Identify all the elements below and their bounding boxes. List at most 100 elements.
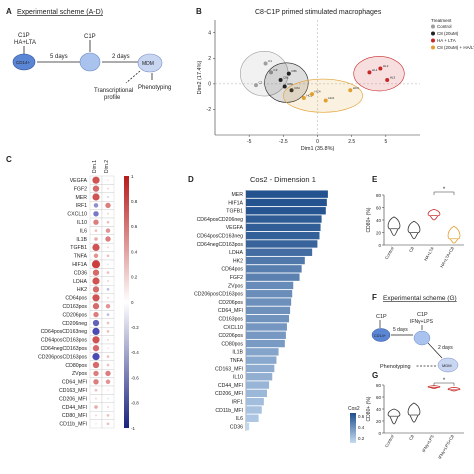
heatmap-circle	[107, 296, 109, 299]
heatmap-row-label: IL10	[77, 220, 87, 226]
violin	[407, 402, 421, 423]
heatmap-circle	[107, 212, 109, 215]
bar	[246, 339, 285, 348]
violin	[387, 408, 401, 425]
heatmap-circle	[107, 280, 109, 282]
heatmap-circle	[93, 370, 99, 377]
panel-a: A Experimental scheme (A-D) C1P HA+LTA C…	[6, 7, 171, 101]
bar	[246, 406, 262, 414]
heatmap-circle	[92, 243, 100, 251]
heatmap-circle	[92, 327, 100, 335]
heatmap-circle	[106, 288, 110, 291]
scheme-a-transcriptional: Transcriptional	[94, 88, 133, 94]
bar	[246, 207, 326, 215]
scheme-f-2days: 2 days	[438, 345, 453, 351]
x-tick-label: 0	[316, 139, 319, 145]
x-tick-label: 5	[384, 139, 387, 145]
bar-label: TGFB1	[226, 209, 243, 215]
bar	[246, 373, 273, 381]
heatmap-circle	[95, 397, 97, 400]
point-label: HL3	[390, 76, 396, 80]
heatmap-row-label: CD206neg	[62, 321, 87, 327]
violin	[427, 385, 441, 390]
cd14-label: CD14+	[16, 60, 31, 65]
heatmap-row-label: HK2	[77, 287, 87, 293]
point-label: HC4	[315, 90, 321, 94]
heatmap-circle	[106, 422, 110, 426]
bar-label: VEGFA	[226, 225, 244, 231]
legend-swatch	[431, 31, 435, 36]
y-axis-label: CD80+ (%)	[366, 207, 372, 232]
scheme-a-profile: profile	[104, 95, 121, 101]
heatmap-circle	[106, 355, 110, 358]
heatmap-circle	[105, 303, 111, 309]
x-category-label: C8	[408, 433, 415, 441]
scheme-a-c1p-2: C1P	[84, 34, 96, 40]
heatmap-row-label: CD64posCD163pos	[41, 338, 88, 344]
bar-label: CD206_MFI	[215, 391, 243, 397]
heatmap-circle	[93, 379, 99, 385]
significance-bracket	[433, 191, 455, 195]
scheme-f-ifn-lps: IFNγ+LPS	[410, 319, 434, 325]
data-point	[385, 78, 390, 83]
heatmap-row-label: CD206posCD163pos	[38, 354, 87, 360]
significance-star: *	[443, 378, 446, 384]
colorbar-tick: 0	[131, 300, 134, 305]
y-tick-label: 40	[376, 218, 382, 223]
y-axis-label: CD80+ (%)	[366, 396, 372, 421]
heatmap-circle	[93, 203, 99, 208]
bar	[246, 414, 259, 422]
bar-label: ZVpos	[228, 283, 243, 289]
heatmap-circle	[107, 397, 109, 400]
heatmap-circle	[106, 254, 110, 258]
data-point	[310, 92, 315, 97]
point-label: HL1	[372, 68, 378, 72]
scheme-f-c1p-2: C1P	[417, 312, 428, 318]
mdm-cell	[137, 53, 163, 73]
bar	[246, 190, 328, 198]
correlation-heatmap: Dim.1 Dim.2 VEGFA FGF2 MER IRF1 CXCL10 IL10 IL6 I…	[38, 160, 139, 431]
bar	[246, 331, 286, 339]
violin-plot-g: 0 20 40 60 80 CD80+ (%) Control C8 IFNγ+LPS IFNγ+…	[366, 378, 464, 460]
pca-scatter: -5 -2.5 0 2.5 5 -2 0 2 4 Dim1 (35.8%) Dim2 (17.4%)…	[197, 20, 420, 152]
heatmap-circle	[92, 286, 100, 293]
point-label: C8d	[294, 86, 300, 90]
heatmap-circle	[106, 363, 110, 367]
scheme-a-5days: 5 days	[50, 54, 68, 60]
data-point	[301, 95, 306, 100]
heatmap-circle	[92, 277, 100, 285]
heatmap-circle	[93, 253, 99, 259]
bar	[246, 397, 264, 406]
point-label: C1	[268, 59, 272, 63]
bar-label: IRF1	[232, 399, 243, 405]
scheme-f-monocyte-cell	[413, 330, 431, 346]
heatmap-row-label: CD206_MFI	[59, 396, 87, 402]
colorbar-tick: 0.2	[131, 275, 138, 280]
bar-label: TNFA	[230, 358, 244, 364]
bar	[246, 389, 267, 398]
heatmap-row-label: HIF1A	[72, 262, 87, 268]
y-tick-label: 2	[208, 56, 211, 62]
data-point	[278, 78, 283, 83]
x-category-label: HA+LTA+C8	[439, 245, 455, 268]
heatmap-circle	[106, 330, 110, 333]
panel-a-letter: A	[6, 7, 12, 16]
colorbar-tick: 1	[131, 174, 134, 179]
heatmap-circle	[92, 345, 100, 352]
heatmap-circle	[92, 294, 100, 302]
heatmap-circle	[107, 347, 109, 350]
y-tick-label: 20	[376, 419, 382, 424]
bar	[246, 281, 294, 290]
x-category-label: IFNγ+LPS	[421, 434, 435, 453]
heatmap-circle	[107, 263, 109, 266]
heatmap-column-label: Dim.2	[104, 160, 110, 173]
data-point	[348, 88, 353, 93]
heatmap-circle	[107, 179, 109, 182]
scheme-f-mdm-cell	[437, 357, 459, 373]
heatmap-circle	[92, 319, 100, 327]
colorbar-tick: -0.2	[131, 325, 139, 330]
data-point	[378, 66, 383, 71]
cos2-legend-tick: 0.4	[358, 425, 365, 430]
point-label: C3	[274, 68, 278, 72]
heatmap-circle	[94, 405, 98, 409]
